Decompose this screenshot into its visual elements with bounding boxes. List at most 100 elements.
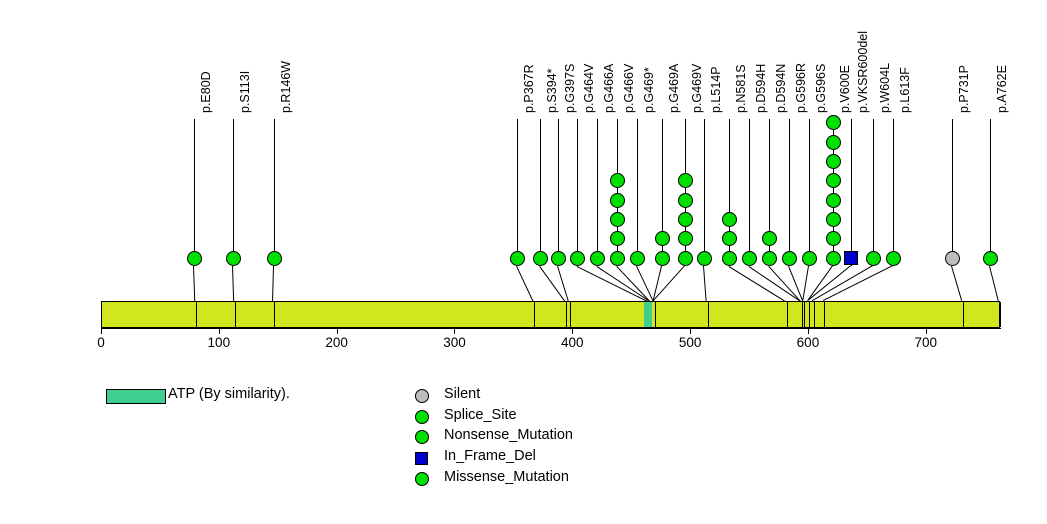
axis-tick — [572, 328, 574, 334]
mutation-stem — [704, 119, 705, 266]
legend-marker-circle — [415, 471, 429, 486]
axis-tick — [218, 328, 220, 334]
backbone-mark — [786, 302, 788, 327]
backbone-mark — [999, 302, 1001, 327]
mutation-stem — [558, 119, 559, 266]
axis-tick-label: 700 — [914, 335, 938, 350]
mutation-marker-circle — [677, 231, 693, 247]
mutation-stem — [685, 119, 686, 266]
mutation-marker-circle — [944, 250, 960, 266]
axis-tick — [807, 328, 809, 334]
mutation-stem — [617, 119, 618, 266]
mutation-marker-circle — [609, 250, 625, 266]
mutation-marker-circle — [609, 173, 625, 189]
mutation-label: p.G466V — [622, 63, 636, 113]
mutation-connector — [951, 266, 963, 302]
backbone-mark — [235, 302, 237, 327]
protein-backbone — [101, 301, 1001, 328]
mutation-label: p.D594H — [754, 63, 768, 113]
mutation-stem — [662, 119, 663, 266]
axis-tick — [336, 328, 338, 334]
mutation-stem — [637, 119, 638, 266]
mutation-marker-circle — [825, 231, 841, 247]
mutation-label: p.S394* — [545, 68, 559, 113]
mutation-marker-circle — [509, 250, 525, 266]
mutation-marker-circle — [677, 173, 693, 189]
legend-label: In_Frame_Del — [444, 448, 536, 465]
mutation-marker-circle — [825, 250, 841, 266]
legend-label: Nonsense_Mutation — [444, 427, 573, 444]
mutation-connector — [272, 265, 274, 301]
backbone-mark — [274, 302, 276, 327]
legend-label: Silent — [444, 386, 481, 402]
axis-tick-label: 0 — [97, 335, 105, 350]
mutation-marker-circle — [982, 250, 998, 266]
mutation-label: p.S113I — [238, 70, 252, 113]
backbone-mark — [813, 302, 815, 327]
backbone-mark — [824, 302, 826, 327]
mutation-label: p.N581S — [734, 64, 748, 113]
mutation-marker-circle — [696, 250, 712, 266]
mutation-label: p.G464V — [582, 63, 596, 113]
mutation-label: p.L514P — [709, 66, 723, 113]
mutation-marker-circle — [825, 192, 841, 208]
axis-tick-label: 200 — [325, 335, 348, 350]
backbone-mark — [707, 302, 709, 327]
axis-tick-label: 300 — [443, 335, 466, 350]
mutation-marker-circle — [225, 250, 241, 266]
mutation-marker-circle — [885, 250, 901, 266]
mutation-marker-circle — [654, 250, 670, 266]
axis-tick-label: 100 — [207, 335, 231, 350]
mutation-marker-circle — [609, 231, 625, 247]
axis-tick — [454, 328, 456, 334]
legend-marker-circle — [415, 389, 429, 403]
mutation-stem — [540, 119, 541, 266]
mutation-marker-circle — [654, 231, 670, 247]
mutation-marker-circle — [550, 250, 566, 266]
mutation-label: p.VKSR600del — [856, 30, 870, 113]
mutation-stem — [833, 119, 834, 266]
mutation-connector — [516, 266, 534, 302]
mutation-marker-circle — [761, 250, 777, 266]
mutation-marker-circle — [266, 250, 282, 266]
mutation-label: p.G469* — [642, 67, 656, 113]
mutation-stem — [769, 119, 770, 266]
legend-marker-circle — [415, 430, 429, 445]
mutation-connector — [989, 266, 999, 302]
mutation-label: p.L613F — [898, 67, 912, 113]
mutation-label: p.G596R — [794, 62, 808, 113]
mutation-marker-square — [844, 251, 858, 265]
mutation-stem — [729, 119, 730, 266]
mutation-stem — [597, 119, 598, 266]
mutation-marker-circle — [721, 250, 737, 266]
mutation-stem — [990, 119, 991, 266]
mutation-connector — [557, 266, 569, 302]
backbone-mark — [801, 302, 803, 327]
mutation-connector — [802, 265, 809, 301]
mutation-label: p.G469A — [667, 63, 681, 113]
backbone-mark — [196, 302, 198, 327]
mutation-marker-circle — [609, 192, 625, 208]
mutation-marker-circle — [741, 250, 757, 266]
mutation-stem — [577, 119, 578, 266]
mutation-label: p.P731P — [957, 65, 971, 113]
mutation-connector — [232, 266, 235, 302]
mutation-label: p.W604L — [878, 62, 892, 113]
backbone-mark — [534, 302, 536, 327]
mutation-stem — [809, 119, 810, 266]
mutation-label: p.G596S — [814, 63, 828, 113]
backbone-mark — [804, 302, 806, 327]
mutation-stem — [749, 119, 750, 266]
mutation-connector — [576, 266, 648, 302]
mutation-marker-circle — [609, 211, 625, 227]
backbone-mark — [569, 302, 571, 327]
mutation-label: p.D594N — [774, 63, 788, 113]
legend-marker-square — [415, 452, 428, 466]
mutation-stem — [873, 119, 874, 266]
mutation-label: p.P367R — [522, 64, 536, 113]
mutation-marker-circle — [825, 211, 841, 227]
mutation-marker-circle — [781, 250, 797, 266]
mutation-label: p.E80D — [199, 71, 213, 113]
mutation-stem — [274, 119, 275, 266]
